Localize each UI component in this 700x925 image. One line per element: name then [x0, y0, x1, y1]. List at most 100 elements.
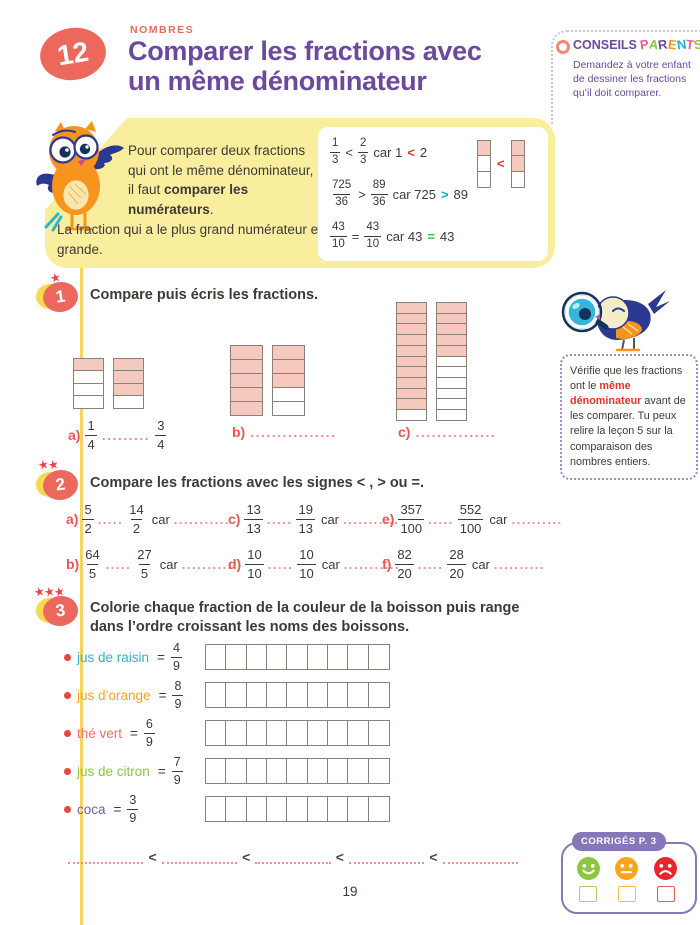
- answer-dots[interactable]: ...........: [173, 511, 231, 527]
- color-cell[interactable]: [265, 758, 288, 784]
- margin-guide-line: [80, 268, 83, 925]
- answer-dots[interactable]: .....: [417, 556, 444, 572]
- item-label: a): [66, 511, 79, 527]
- self-check-box-happy[interactable]: [579, 886, 598, 902]
- answer-dots[interactable]: ...........: [181, 556, 239, 572]
- color-cell[interactable]: [245, 758, 268, 784]
- color-cell[interactable]: [205, 758, 227, 784]
- color-cell[interactable]: [205, 720, 227, 746]
- color-cell[interactable]: [225, 682, 248, 708]
- color-cell[interactable]: [367, 682, 390, 708]
- color-cell[interactable]: [225, 758, 248, 784]
- color-cell[interactable]: [286, 796, 309, 822]
- answer-dots[interactable]: ...........: [343, 556, 401, 572]
- color-cell[interactable]: [326, 720, 349, 746]
- color-cell[interactable]: [245, 682, 268, 708]
- coloring-grid-the-vert[interactable]: [205, 720, 390, 746]
- smiley-neutral-icon[interactable]: [614, 856, 639, 881]
- corriges-label: CORRIGÉS P. 3: [572, 832, 666, 851]
- exercise3-title-line2: dans l’ordre croissant les noms des bois…: [90, 619, 410, 635]
- ordering-answer-slot[interactable]: [68, 850, 144, 864]
- color-cell[interactable]: [286, 682, 309, 708]
- item-label: b): [66, 556, 80, 572]
- color-cell[interactable]: [265, 720, 288, 746]
- answer-dots[interactable]: .....: [105, 556, 132, 572]
- color-cell[interactable]: [205, 682, 227, 708]
- color-cell[interactable]: [367, 758, 390, 784]
- color-cell[interactable]: [245, 644, 268, 670]
- color-cell[interactable]: [367, 796, 390, 822]
- color-cell[interactable]: [205, 796, 227, 822]
- ordering-answer-slot[interactable]: [442, 850, 519, 864]
- color-cell[interactable]: [306, 758, 329, 784]
- fraction-bar: [510, 140, 525, 188]
- color-cell[interactable]: [347, 758, 370, 784]
- drink-name: jus d’orange: [77, 687, 151, 703]
- coloring-grid-orange[interactable]: [205, 682, 390, 708]
- color-cell[interactable]: [286, 720, 309, 746]
- lesson-number-badge: 12: [36, 23, 110, 85]
- answer-dots[interactable]: .....: [428, 511, 454, 527]
- ordering-answer-slot[interactable]: [161, 850, 238, 864]
- answer-dots[interactable]: .........: [101, 427, 151, 443]
- side-note: Vérifie que les fractions ont le même dé…: [560, 354, 698, 480]
- color-cell[interactable]: [347, 682, 370, 708]
- color-cell[interactable]: [286, 644, 309, 670]
- color-cell[interactable]: [347, 644, 370, 670]
- color-cell[interactable]: [245, 796, 268, 822]
- answer-dots[interactable]: .....: [266, 511, 293, 527]
- color-cell[interactable]: [326, 644, 349, 670]
- color-cell[interactable]: [347, 796, 370, 822]
- fraction-bar: [436, 302, 467, 422]
- answer-dots[interactable]: ..........: [493, 556, 546, 572]
- color-cell[interactable]: [225, 720, 248, 746]
- drink-name: jus de raisin: [77, 649, 150, 665]
- self-check-box-neutral[interactable]: [617, 886, 636, 902]
- smiley-sad-icon[interactable]: [653, 856, 678, 881]
- color-cell[interactable]: [367, 720, 390, 746]
- equals-sign: =: [113, 801, 122, 817]
- color-cell[interactable]: [245, 720, 268, 746]
- color-cell[interactable]: [367, 644, 390, 670]
- answer-dots[interactable]: ...........: [343, 511, 400, 527]
- color-cell[interactable]: [326, 682, 349, 708]
- color-cell[interactable]: [306, 796, 329, 822]
- owl-mascot-illustration: [36, 121, 124, 232]
- smiley-happy-icon[interactable]: [576, 856, 601, 881]
- coloring-grid-citron[interactable]: [205, 758, 390, 784]
- coloring-grid-raisin[interactable]: [205, 644, 390, 670]
- coloring-grid-coca[interactable]: [205, 796, 390, 822]
- color-cell[interactable]: [326, 758, 349, 784]
- item-label: c): [398, 424, 411, 440]
- ordering-answer-slot[interactable]: [255, 850, 331, 864]
- answer-dots[interactable]: .....: [97, 511, 124, 527]
- item-label: a): [68, 427, 81, 443]
- less-than-separator: <: [242, 849, 251, 865]
- examples-box: [318, 127, 548, 261]
- example-row-3: 43 10 = 43 10 car 43 = 43: [330, 215, 468, 257]
- self-check-box-sad[interactable]: [656, 886, 675, 902]
- color-cell[interactable]: [306, 644, 329, 670]
- fraction: 28 20: [447, 547, 466, 581]
- color-cell[interactable]: [265, 682, 288, 708]
- answer-dots[interactable]: ...............: [415, 424, 497, 440]
- color-cell[interactable]: [225, 796, 248, 822]
- color-cell[interactable]: [286, 758, 309, 784]
- answer-dots[interactable]: ................: [250, 424, 337, 440]
- answer-dots[interactable]: ..........: [511, 511, 563, 527]
- color-cell[interactable]: [265, 796, 288, 822]
- answer-dots[interactable]: .....: [267, 556, 294, 572]
- color-cell[interactable]: [347, 720, 370, 746]
- color-cell[interactable]: [306, 682, 329, 708]
- value: 2: [419, 144, 428, 160]
- color-cell[interactable]: [265, 644, 288, 670]
- ordering-answer-slot[interactable]: [348, 850, 425, 864]
- color-cell[interactable]: [205, 644, 227, 670]
- color-cell[interactable]: [326, 796, 349, 822]
- color-cell[interactable]: [225, 644, 248, 670]
- fraction: 43 10: [364, 220, 382, 250]
- color-cell[interactable]: [306, 720, 329, 746]
